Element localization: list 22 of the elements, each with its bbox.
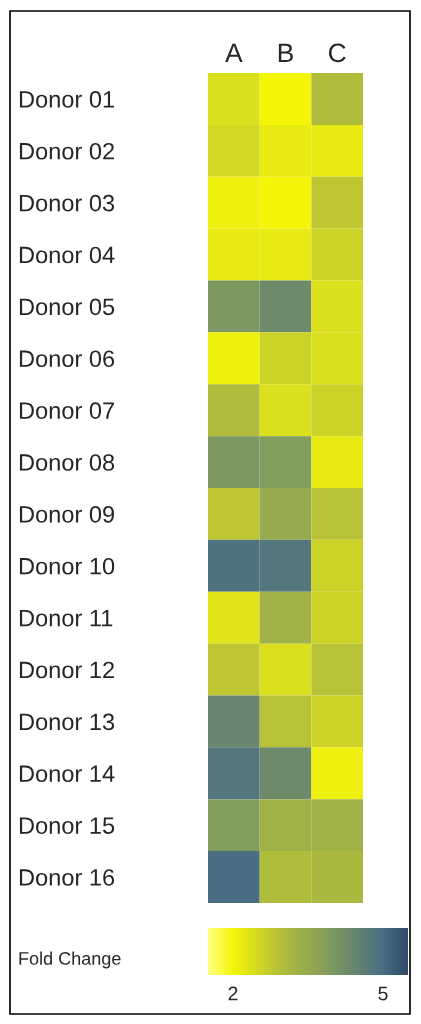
y-tick-label: Donor 14 bbox=[19, 765, 115, 783]
y-tick-label: Donor 07 bbox=[19, 402, 114, 419]
y-tick-label: Donor 04 bbox=[19, 246, 115, 264]
y-tick-label: Donor 01 bbox=[19, 91, 114, 108]
y-tick-label: Donor 11 bbox=[19, 610, 113, 627]
y-tick-label: Donor 10 bbox=[19, 557, 115, 575]
y-tick-label: Donor 06 bbox=[19, 350, 115, 368]
color-bar-title: Fold Change bbox=[19, 951, 121, 969]
y-tick-label: Donor 08 bbox=[19, 454, 115, 471]
x-tick-label: C bbox=[328, 43, 346, 63]
color-bar-label: 2 bbox=[228, 986, 238, 1001]
x-tick-label: B bbox=[278, 43, 293, 62]
y-tick-label: Donor 15 bbox=[19, 817, 115, 834]
y-tick-label: Donor 13 bbox=[19, 713, 115, 731]
y-tick-label: Donor 12 bbox=[19, 661, 114, 679]
y-tick-label: Donor 16 bbox=[19, 869, 115, 886]
y-tick-label: Donor 09 bbox=[19, 506, 115, 523]
y-tick-label: Donor 02 bbox=[19, 142, 114, 160]
color-bar-label: 5 bbox=[378, 986, 388, 1001]
y-tick-label: Donor 05 bbox=[19, 298, 115, 316]
x-tick-label: A bbox=[225, 43, 243, 62]
y-tick-label: Donor 03 bbox=[19, 194, 115, 212]
